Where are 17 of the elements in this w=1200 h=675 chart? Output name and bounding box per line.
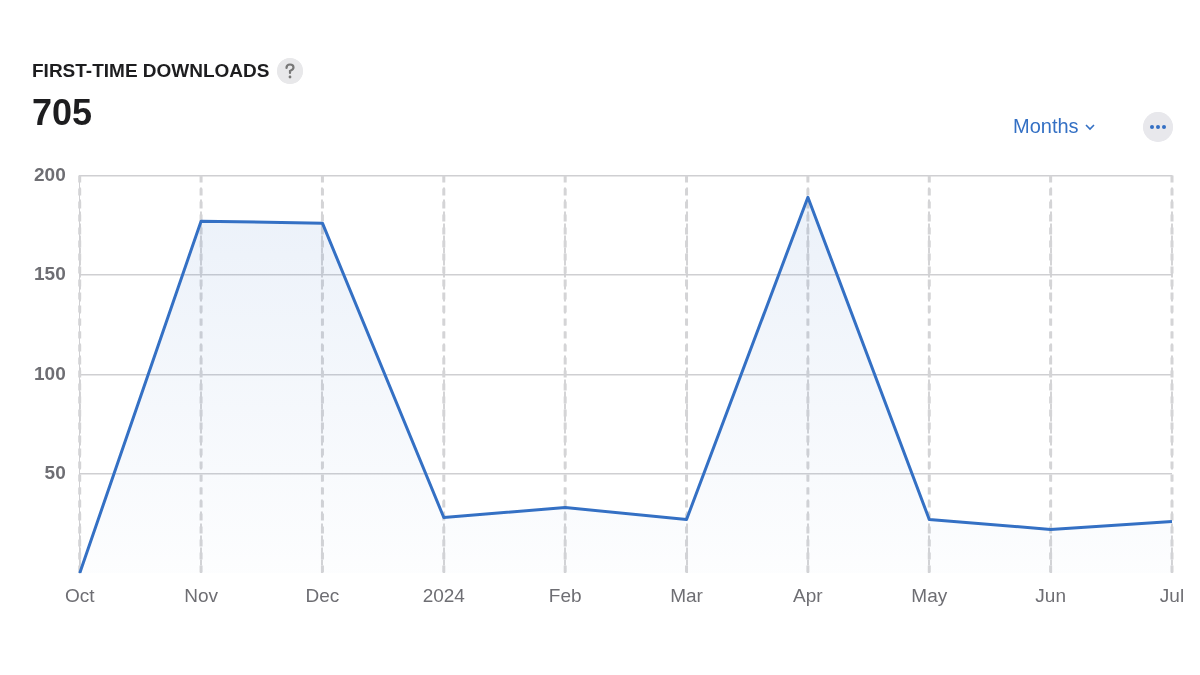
chart-subtitle: 705 (32, 92, 93, 134)
x-tick-label: Oct (64, 584, 96, 606)
x-tick-label: May (911, 584, 948, 606)
x-tick-label: Jun (1035, 584, 1066, 606)
y-tick-label: 150 (34, 263, 66, 285)
chart-title: FIRST-TIME DOWNLOADS (32, 60, 270, 82)
x-tick-label: 2024 (422, 584, 466, 606)
x-tick-label: Jul (1159, 584, 1185, 606)
y-tick-label: 200 (34, 163, 66, 185)
x-tick-label: Mar (670, 584, 704, 606)
x-tick-label: Apr (793, 584, 824, 606)
y-tick-label: 100 (34, 362, 66, 384)
x-tick-label: Feb (548, 584, 582, 606)
x-tick-label: Dec (305, 584, 340, 606)
y-tick-label: 50 (44, 461, 66, 483)
text: Months (1013, 115, 1079, 138)
x-tick-label: Nov (184, 584, 219, 606)
